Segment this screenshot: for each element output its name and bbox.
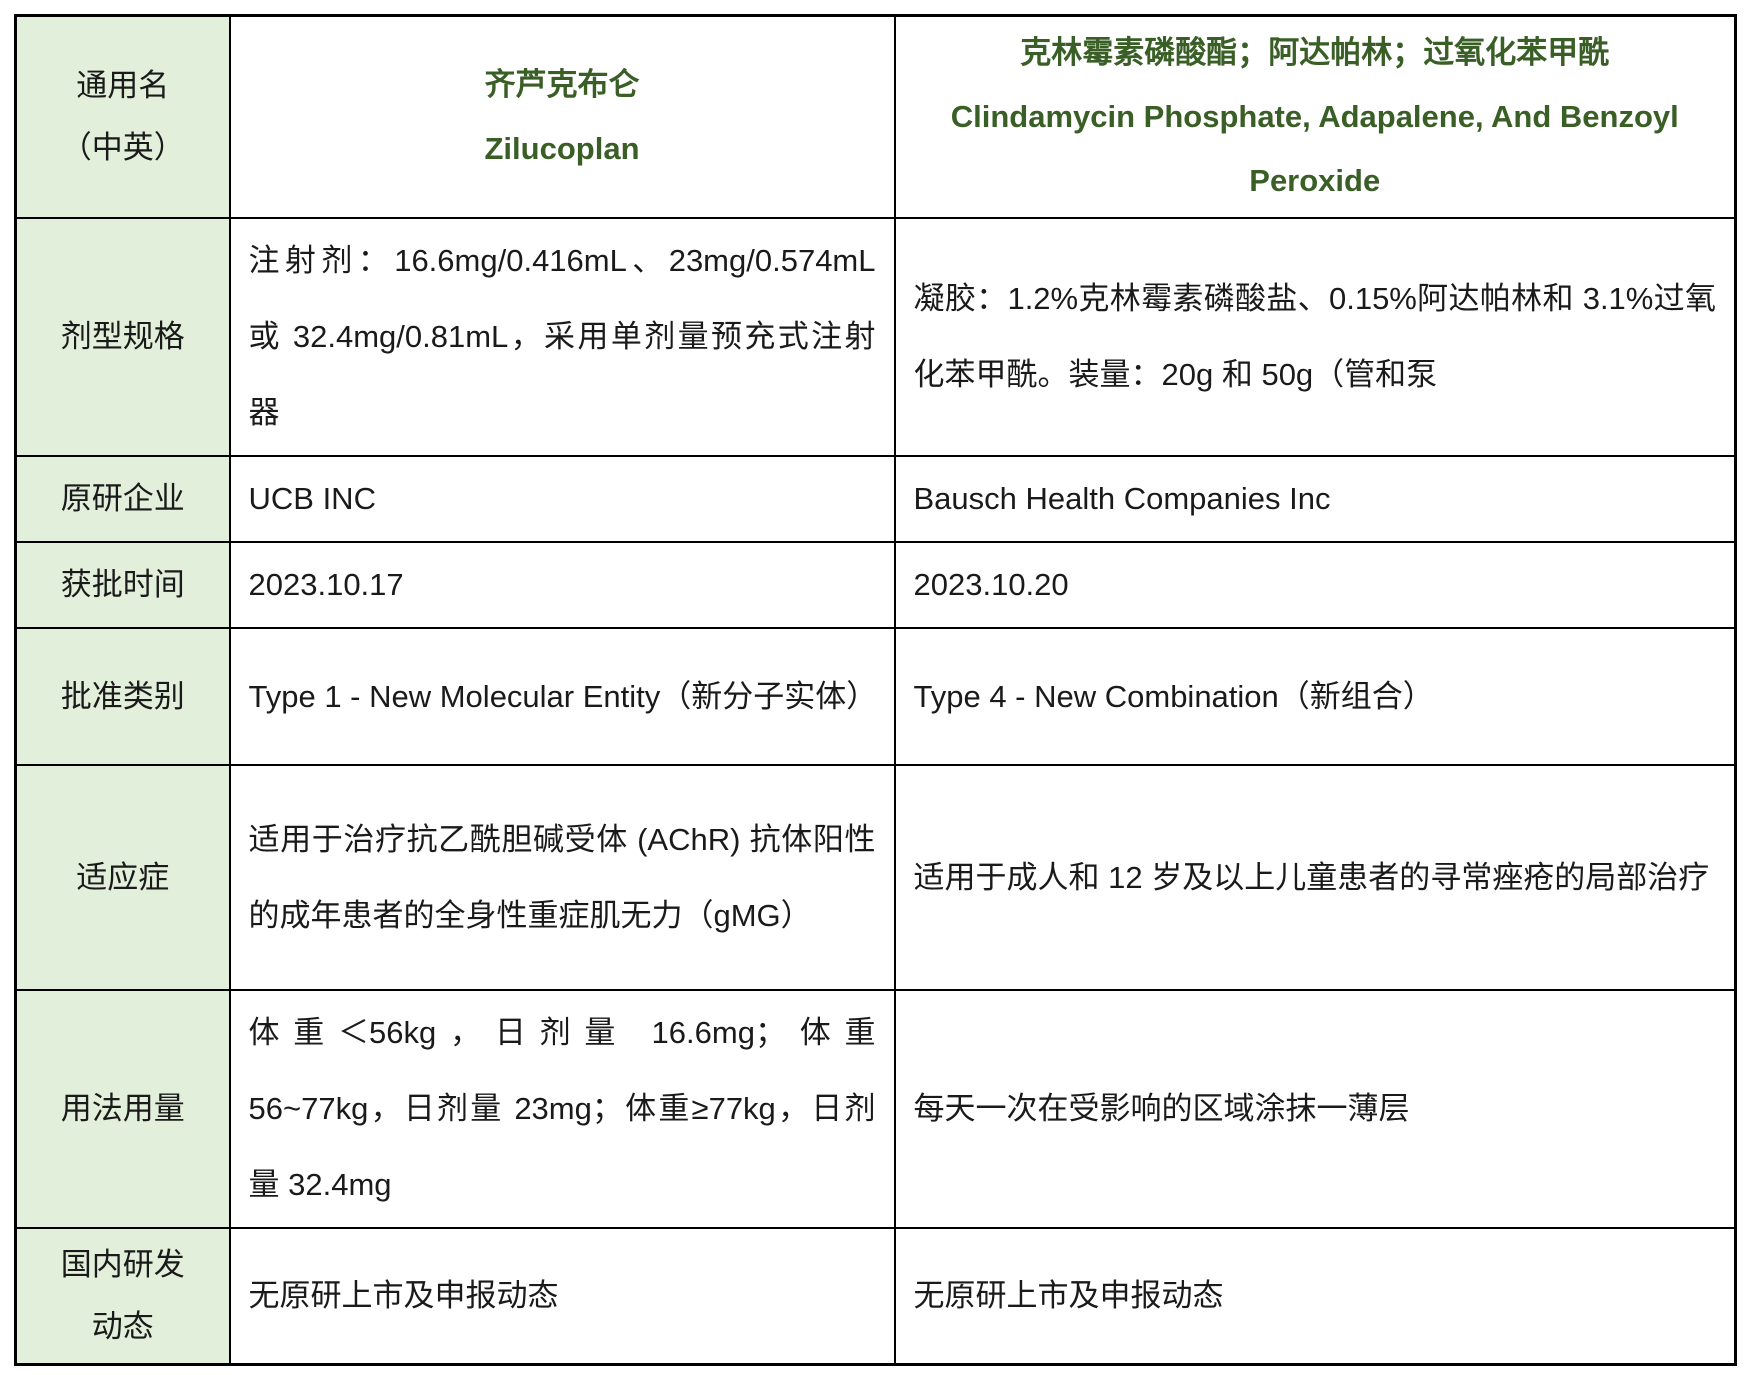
row-dosage-form: 剂型规格 注射剂：16.6mg/0.416mL、23mg/0.574mL 或 3… [14,217,1737,457]
approval-date-row-label: 获批时间 [14,541,231,629]
row-indication: 适应症 适用于治疗抗乙酰胆碱受体 (AChR) 抗体阳性的成年患者的全身性重症肌… [14,764,1737,991]
drug2-approval-type-cell: Type 4 - New Combination（新组合） [893,627,1737,766]
row-originator: 原研企业 UCB INC Bausch Health Companies Inc [14,455,1737,543]
drug2-dosage-form-cell: 凝胶：1.2%克林霉素磷酸盐、0.15%阿达帕林和 3.1%过氧化苯甲酰。装量：… [893,217,1737,457]
generic-name-row-label: 通用名 （中英） [14,14,231,219]
drug1-name-en: Zilucoplan [484,131,640,166]
drug1-generic-name-cell: 齐芦克布仑 Zilucoplan [228,14,896,219]
drug1-originator-cell: UCB INC [228,455,896,543]
dosage-form-row-label: 剂型规格 [14,217,231,457]
drug1-name-zh: 齐芦克布仑 [484,67,640,102]
approval-type-row-label: 批准类别 [14,627,231,766]
row-approval-type: 批准类别 Type 1 - New Molecular Entity（新分子实体… [14,627,1737,766]
row-generic-name: 通用名 （中英） 齐芦克布仑 Zilucoplan 克林霉素磷酸酯；阿达帕林；过… [14,14,1737,219]
drug1-usage-dosage-cell: 体重＜56kg，日剂量 16.6mg；体重 56~77kg，日剂量 23mg；体… [228,989,896,1229]
domestic-status-label-line2: 动态 [91,1308,154,1344]
drug1-domestic-status-cell: 无原研上市及申报动态 [228,1227,896,1365]
row-domestic-status: 国内研发 动态 无原研上市及申报动态 无原研上市及申报动态 [14,1227,1737,1365]
drug2-approval-date-cell: 2023.10.20 [893,541,1737,629]
drug2-domestic-status-cell: 无原研上市及申报动态 [893,1227,1737,1365]
generic-name-label-line1: 通用名 [76,68,170,103]
domestic-status-row-label: 国内研发 动态 [14,1227,231,1365]
drug2-name-en: Clindamycin Phosphate, Adapalene, And Be… [950,99,1679,198]
drug2-originator-cell: Bausch Health Companies Inc [893,455,1737,543]
drug2-usage-dosage-cell: 每天一次在受影响的区域涂抹一薄层 [893,989,1737,1229]
drug1-dosage-form-cell: 注射剂：16.6mg/0.416mL、23mg/0.574mL 或 32.4mg… [228,217,896,457]
drug1-indication-cell: 适用于治疗抗乙酰胆碱受体 (AChR) 抗体阳性的成年患者的全身性重症肌无力（g… [228,764,896,991]
row-usage-dosage: 用法用量 体重＜56kg，日剂量 16.6mg；体重 56~77kg，日剂量 2… [14,989,1737,1229]
generic-name-label-line2: （中英） [60,130,185,165]
row-approval-date: 获批时间 2023.10.17 2023.10.20 [14,541,1737,629]
indication-row-label: 适应症 [14,764,231,991]
drug1-approval-type-cell: Type 1 - New Molecular Entity（新分子实体） [228,627,896,766]
usage-dosage-row-label: 用法用量 [14,989,231,1229]
originator-row-label: 原研企业 [14,455,231,543]
drug2-indication-cell: 适用于成人和 12 岁及以上儿童患者的寻常痤疮的局部治疗 [893,764,1737,991]
drug2-name-zh: 克林霉素磷酸酯；阿达帕林；过氧化苯甲酰 [1020,35,1610,70]
drug1-approval-date-cell: 2023.10.17 [228,541,896,629]
drug-comparison-table: 通用名 （中英） 齐芦克布仑 Zilucoplan 克林霉素磷酸酯；阿达帕林；过… [14,14,1737,1366]
domestic-status-label-line1: 国内研发 [60,1246,185,1282]
drug2-generic-name-cell: 克林霉素磷酸酯；阿达帕林；过氧化苯甲酰 Clindamycin Phosphat… [893,14,1737,219]
